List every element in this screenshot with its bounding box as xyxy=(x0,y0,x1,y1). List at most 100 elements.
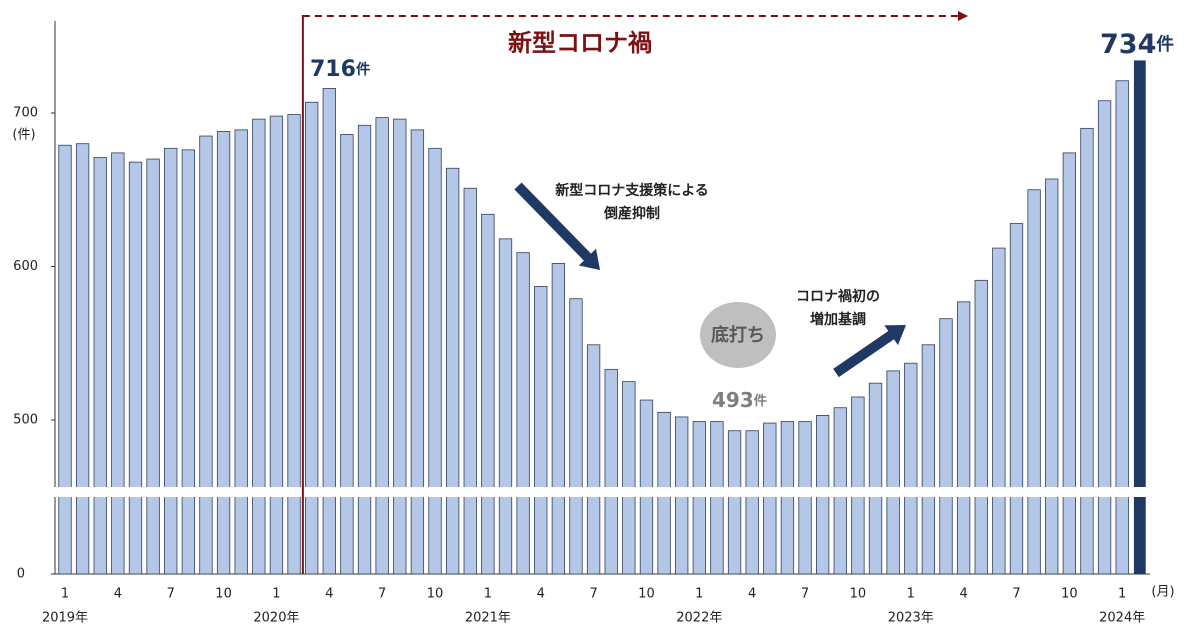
bar xyxy=(1080,127,1094,575)
x-tick-label: 4 xyxy=(748,587,756,602)
x-tick-label: 1 xyxy=(907,587,915,602)
bar xyxy=(586,344,601,575)
bar xyxy=(798,421,812,575)
bar xyxy=(128,161,143,575)
bar xyxy=(992,247,1006,575)
year-label: 2023年 xyxy=(888,611,934,626)
bar xyxy=(75,143,90,575)
x-tick-label: 1 xyxy=(1118,587,1126,602)
bar xyxy=(974,279,988,575)
x-tick-label: 7 xyxy=(1012,587,1020,602)
bar xyxy=(1009,223,1024,575)
x-tick-label: 7 xyxy=(589,587,597,602)
covid-label: 新型コロナ禍 xyxy=(508,29,652,57)
bar xyxy=(428,147,442,575)
bar xyxy=(93,157,107,575)
trend-arrow xyxy=(833,325,906,378)
bar xyxy=(393,118,407,575)
bar xyxy=(58,144,72,575)
value-label: 734件 xyxy=(1100,29,1174,60)
bar xyxy=(410,129,425,575)
bar xyxy=(111,152,125,575)
bar xyxy=(445,167,460,575)
bar xyxy=(622,381,636,575)
x-tick-label: 10 xyxy=(1061,587,1078,602)
year-label: 2019年 xyxy=(42,611,88,626)
x-tick-label: 1 xyxy=(484,587,492,602)
bar xyxy=(763,422,777,575)
bar xyxy=(745,430,759,575)
bar xyxy=(269,115,284,575)
bar xyxy=(1062,152,1076,575)
year-label: 2020年 xyxy=(253,611,299,626)
y-tick-label: 700 xyxy=(13,106,38,121)
x-tick-label: 10 xyxy=(638,587,655,602)
bar xyxy=(463,187,477,575)
bar xyxy=(851,396,865,575)
bar xyxy=(216,131,231,575)
bar xyxy=(956,301,971,575)
bar xyxy=(252,118,266,575)
bar xyxy=(534,286,548,575)
x-tick-label: 4 xyxy=(114,587,122,602)
bar xyxy=(1133,60,1146,575)
x-tick-label: 10 xyxy=(427,587,444,602)
annotations: 新型コロナ支援策による 倒産抑制 コロナ禍初の 増加基調 xyxy=(555,182,880,328)
annotation: 倒産抑制 xyxy=(603,205,660,222)
bar xyxy=(904,362,918,575)
annotation: コロナ禍初の xyxy=(796,288,880,305)
annotation: 増加基調 xyxy=(810,311,866,328)
bar xyxy=(569,298,583,575)
bar xyxy=(199,135,213,575)
bar xyxy=(780,421,795,575)
bar xyxy=(604,368,618,575)
x-tick-label: 10 xyxy=(850,587,867,602)
y-unit: (件) xyxy=(12,128,35,143)
bar xyxy=(181,149,195,575)
y-tick-label: 500 xyxy=(13,413,38,428)
year-label: 2022年 xyxy=(676,611,722,626)
x-tick-label: 7 xyxy=(801,587,809,602)
bar xyxy=(1115,80,1129,575)
x-unit: (月) xyxy=(1151,585,1174,600)
x-tick-label: 4 xyxy=(537,587,545,602)
y-tick-label: 0 xyxy=(17,567,25,582)
bar xyxy=(921,344,936,575)
bar xyxy=(375,117,389,575)
bar xyxy=(234,129,248,575)
bar xyxy=(939,318,953,575)
bar xyxy=(287,114,301,575)
annotation: 新型コロナ支援策による xyxy=(555,182,709,199)
bar xyxy=(692,421,706,575)
axis-break xyxy=(40,487,1155,497)
value-label: 716件 xyxy=(310,57,370,82)
bar xyxy=(146,158,160,575)
bottom-label: 底打ち xyxy=(711,324,765,346)
bar xyxy=(727,430,742,575)
bar xyxy=(164,147,178,575)
bar xyxy=(340,134,354,575)
bar xyxy=(1045,178,1059,575)
bar xyxy=(357,124,372,575)
x-tick-label: 1 xyxy=(61,587,69,602)
bar xyxy=(516,252,530,575)
bar xyxy=(481,213,495,575)
bar xyxy=(886,370,900,575)
x-tick-label: 4 xyxy=(325,587,333,602)
bar xyxy=(710,421,724,575)
x-tick-label: 10 xyxy=(215,587,232,602)
bar xyxy=(868,382,883,575)
y-tick-label: 600 xyxy=(13,259,38,274)
year-label: 2021年 xyxy=(465,611,511,626)
bar xyxy=(551,263,566,575)
x-tick-label: 1 xyxy=(272,587,280,602)
year-label: 2024年 xyxy=(1099,611,1145,626)
bar xyxy=(305,101,319,575)
x-tick-label: 1 xyxy=(695,587,703,602)
bar xyxy=(498,238,513,575)
x-tick-label: 4 xyxy=(959,587,967,602)
x-tick-label: 7 xyxy=(167,587,175,602)
bar xyxy=(1027,189,1041,575)
bottom-bubble xyxy=(700,302,776,368)
